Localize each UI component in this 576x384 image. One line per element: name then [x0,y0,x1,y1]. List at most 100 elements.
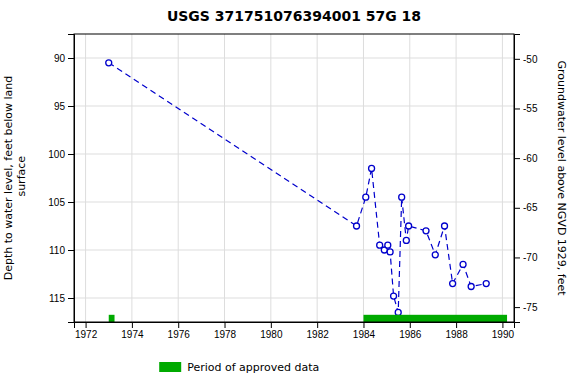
y-axis-tick-label: 95 [54,101,66,112]
x-grid-line [363,34,364,322]
grid [74,34,514,322]
y-axis-line [68,35,75,323]
y-axis-tick: 90 [54,53,74,64]
y-axis-tick-mark [68,106,74,107]
x-axis-tick-mark [410,322,411,328]
x-axis-tick: 1984 [353,322,376,340]
y-axis-title: Depth to water level, feet below land su… [2,76,28,281]
x-grid-line [409,34,410,322]
x-axis-tick: 1988 [445,322,468,340]
y2-axis-line [515,35,521,323]
x-axis-tick: 1972 [75,322,98,340]
point [442,223,448,229]
point [391,293,397,299]
point [468,283,474,289]
point [403,237,409,243]
point [385,242,391,248]
x-axis-line [75,323,515,329]
y-grid-line [74,202,514,203]
x-axis-tick: 1978 [214,322,237,340]
y-axis-tick: 110 [49,245,74,256]
y2-axis-tick-label: -60 [523,153,538,164]
point [399,194,405,200]
y2-axis-tick-label: -55 [523,103,538,114]
y2-axis-title: Groundwater level above NGVD 1929, feet [555,60,568,296]
y-axis-tick-mark [68,58,74,59]
x-axis-tick-label: 1982 [307,329,330,340]
y-axis-tick-label: 110 [49,245,65,256]
point [432,252,438,258]
y2-axis-tick-label: -75 [523,302,538,313]
y-axis-tick-mark [68,154,74,155]
point [423,228,429,234]
point [450,281,456,287]
y-axis: 90 95 100 105 110 115 [48,35,74,323]
y2-axis-tick: -65 [514,202,538,213]
point [369,165,375,171]
y-axis-tick: 115 [49,293,74,304]
y-axis-tick: 105 [48,197,74,208]
point [377,242,383,248]
point [106,60,112,66]
y2-axis-tick: -75 [514,302,538,313]
y-grid-line [74,106,514,107]
y-grid-line [74,154,514,155]
y2-axis-tick-mark [514,158,520,159]
y2-axis-tick: -70 [514,252,538,263]
y-axis-tick-label: 100 [48,149,65,160]
y-axis-tick-mark [68,250,74,251]
x-grid-line [224,34,225,322]
y-axis-tick-mark [68,298,74,299]
y-axis-tick: 100 [48,149,74,160]
y2-axis-tick-mark [514,208,520,209]
legend-item: Period of approved data [159,361,319,374]
y2-axis: -50 -55 -60 -65 -70 -75 [514,35,538,323]
x-axis-tick-mark [178,322,179,328]
point [406,223,412,229]
x-axis: 1972 1974 1976 1978 1980 1982 1984 1986 1988 1990 [75,322,515,340]
x-axis-tick: 1974 [121,322,144,340]
x-axis-tick-label: 1976 [168,329,191,340]
x-axis-tick-mark [317,322,318,328]
x-axis-tick-label: 1986 [399,329,422,340]
point [354,223,360,229]
legend-swatch [159,362,181,372]
x-axis-tick-mark [363,322,364,328]
x-axis-tick-label: 1974 [121,329,144,340]
x-axis-tick-mark [502,322,503,328]
x-axis-tick-label: 1988 [445,329,468,340]
x-axis-tick: 1980 [260,322,283,340]
x-axis-tick-label: 1980 [260,329,283,340]
point [363,194,369,200]
y2-axis-tick: -60 [514,153,538,164]
x-axis-tick-label: 1972 [75,329,98,340]
y2-axis-tick: -50 [514,54,538,65]
y2-axis-tick-mark [514,307,520,308]
x-axis-tick-mark [225,322,226,328]
y2-axis-tick-mark [514,59,520,60]
marks [106,60,507,322]
y2-axis-tick-mark [514,108,520,109]
y-axis-tick-label: 105 [48,197,65,208]
x-grid-line [317,34,318,322]
point [395,309,401,315]
y2-axis-tick-label: -70 [523,252,538,263]
legend-label: Period of approved data [187,361,319,374]
series-line [109,63,486,313]
x-axis-tick: 1976 [168,322,191,340]
span-bar [109,315,115,322]
x-axis-tick-label: 1978 [214,329,237,340]
y-axis-tick-mark [68,202,74,203]
x-axis-tick: 1986 [399,322,422,340]
point [387,249,393,255]
y-axis-tick-label: 90 [54,53,66,64]
y-axis-tick: 95 [54,101,74,112]
y2-axis-tick-mark [514,257,520,258]
x-axis-tick-mark [456,322,457,328]
x-axis-tick-mark [86,322,87,328]
x-axis-tick-label: 1990 [492,329,515,340]
y2-axis-tick-label: -50 [523,54,538,65]
point [460,261,466,267]
y2-axis-tick: -55 [514,103,538,114]
point [483,281,489,287]
